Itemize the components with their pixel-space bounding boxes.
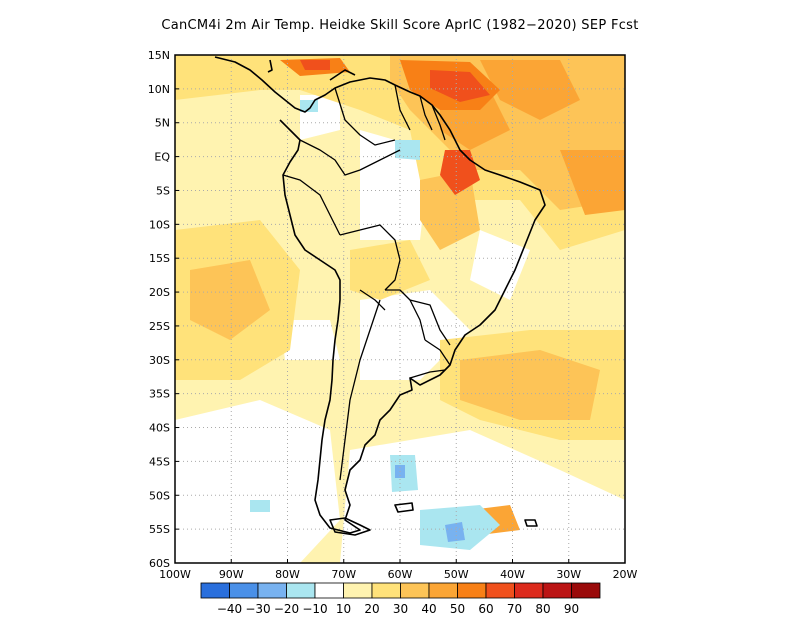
lat-label: EQ — [154, 151, 170, 164]
latitude-labels: 15N 10N 5N EQ 5S 10S 15S 20S 25S 30S 35S 40S 45S 50S 5… — [148, 49, 179, 570]
colorbar-label: 90 — [564, 602, 579, 616]
colorbar-label: −40 — [217, 602, 242, 616]
grid-lines — [175, 55, 625, 563]
colorbar-label: −10 — [302, 602, 327, 616]
colorbar-label: 10 — [336, 602, 351, 616]
coastlines — [214, 56, 546, 536]
lat-label: 25S — [149, 320, 170, 333]
lat-label: 10N — [148, 83, 170, 96]
colorbar-swatch — [571, 582, 601, 599]
lat-label: 10S — [149, 218, 170, 231]
lon-label: 50W — [444, 568, 469, 581]
colorbar-swatch — [428, 582, 458, 599]
colorbar-label: 80 — [535, 602, 550, 616]
colorbar-label: −20 — [274, 602, 299, 616]
colorbar-label: 60 — [478, 602, 493, 616]
colorbar-labels: −40 −30 −20 −10 10 20 30 40 50 60 70 80 90 — [217, 602, 579, 616]
colorbar-swatch — [257, 582, 287, 599]
lat-label: 5S — [156, 184, 170, 197]
lat-label: 50S — [149, 489, 170, 502]
colorbar-swatch — [343, 582, 373, 599]
lat-label: 40S — [149, 422, 170, 435]
colorbar-label: −30 — [245, 602, 270, 616]
colorbar-swatch — [485, 582, 515, 599]
lat-label: 5N — [155, 117, 170, 130]
colorbar-label: 70 — [507, 602, 522, 616]
lat-label: 15N — [148, 49, 170, 62]
colorbar-swatch — [229, 582, 259, 599]
borders — [282, 84, 451, 481]
lon-label: 20W — [613, 568, 638, 581]
map-title: CanCM4i 2m Air Temp. Heidke Skill Score … — [161, 18, 639, 33]
colorbar-swatch — [314, 582, 344, 599]
shaded-field — [175, 55, 625, 563]
lat-label: 45S — [149, 455, 170, 468]
lon-label: 40W — [500, 568, 525, 581]
colorbar-swatch — [200, 582, 230, 599]
colorbar-label: 20 — [364, 602, 379, 616]
colorbar-label: 40 — [421, 602, 436, 616]
colorbar — [200, 582, 601, 599]
lon-label: 70W — [331, 568, 356, 581]
colorbar-label: 50 — [450, 602, 465, 616]
colorbar-swatch — [400, 582, 430, 599]
lat-label: 20S — [149, 286, 170, 299]
colorbar-swatch — [542, 582, 572, 599]
lon-label: 30W — [556, 568, 581, 581]
lat-label: 30S — [149, 354, 170, 367]
colorbar-swatch — [286, 582, 316, 599]
lon-label: 100W — [159, 568, 191, 581]
lat-label: 35S — [149, 388, 170, 401]
longitude-labels: 100W 90W 80W 70W 60W 50W 40W 30W 20W — [159, 559, 638, 581]
colorbar-swatch — [371, 582, 401, 599]
lon-label: 60W — [388, 568, 413, 581]
lon-label: 80W — [275, 568, 300, 581]
lat-label: 15S — [149, 252, 170, 265]
lat-label: 60S — [149, 557, 170, 570]
lat-label: 55S — [149, 523, 170, 536]
colorbar-swatch — [457, 582, 487, 599]
colorbar-label: 30 — [393, 602, 408, 616]
lon-label: 90W — [219, 568, 244, 581]
colorbar-swatch — [514, 582, 544, 599]
